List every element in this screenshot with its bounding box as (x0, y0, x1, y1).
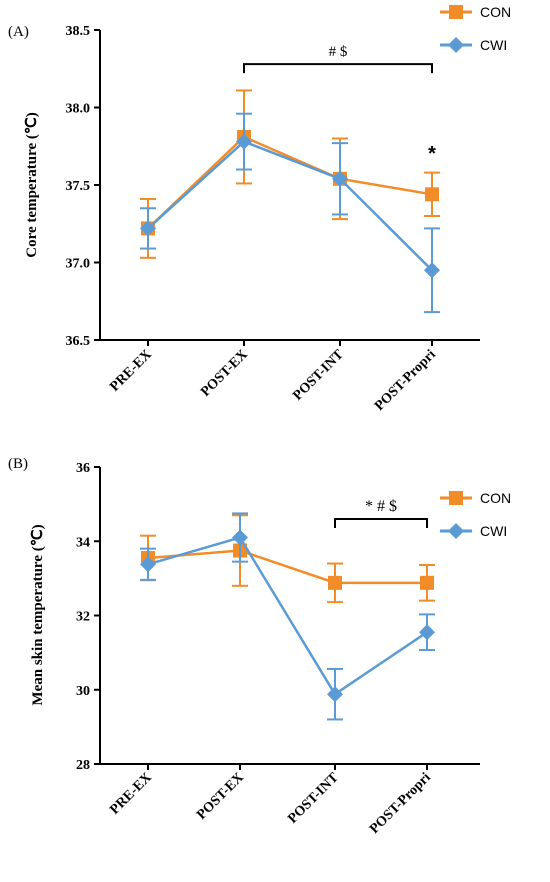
x-tick-label: POST-Propri (372, 347, 439, 414)
chart-panel-b: (B) 28 30 32 34 36 PRE-EX POST-EX POST-INT POST-P… (8, 456, 511, 837)
x-tick-label: POST-EX (194, 770, 247, 823)
y-tick-label: 37.5 (66, 179, 91, 194)
legend-label: CWI (480, 523, 507, 539)
data-point (425, 187, 439, 202)
series-line (147, 140, 433, 272)
data-point (236, 133, 252, 150)
y-tick-label: 37.0 (66, 257, 91, 272)
y-tick-label: 36 (76, 461, 90, 476)
y-tick-label: 34 (76, 535, 90, 550)
significance-label: * # $ (365, 498, 397, 515)
y-tick-label: 28 (76, 758, 90, 773)
data-point (424, 262, 440, 279)
legend-marker (448, 523, 464, 539)
data-point (140, 220, 156, 237)
series-line (147, 536, 428, 696)
legend-marker (449, 5, 463, 19)
x-tick-label: POST-Propri (367, 770, 434, 837)
data-point (420, 575, 434, 590)
significance-bracket (334, 517, 428, 528)
data-point (232, 529, 248, 546)
legend-label: CWI (480, 37, 507, 53)
y-tick-label: 38.0 (66, 102, 91, 117)
y-tick-label: 36.5 (66, 334, 91, 349)
y-axis-title: Core temperature (℃) (24, 112, 40, 257)
x-tick-label: POST-INT (290, 347, 347, 404)
y-axis-title: Mean skin temperature (℃) (30, 524, 46, 705)
significance-bracket (243, 63, 433, 74)
data-point (332, 170, 348, 187)
data-point (140, 556, 156, 573)
series-line (147, 135, 433, 230)
chart-panel-a: (A) 36.5 37.0 37.5 38.0 38.5 PRE-EX POST-EX POST… (8, 4, 511, 414)
series-con (140, 514, 435, 604)
data-point (327, 686, 343, 703)
legend-label: CON (480, 490, 511, 506)
x-tick-label: POST-INT (285, 770, 342, 827)
x-tick-label: POST-EX (198, 347, 251, 400)
significance-annotation: * (428, 143, 436, 165)
x-tick-label: PRE-EX (107, 347, 154, 394)
legend: CON CWI (440, 4, 511, 53)
series-cwi (140, 112, 440, 314)
significance-annotation: # $ (243, 44, 433, 74)
y-tick-label: 38.5 (66, 24, 91, 39)
data-point (328, 575, 342, 590)
significance-label: # $ (329, 44, 348, 60)
series-line (147, 549, 427, 585)
x-tick-label: PRE-EX (107, 770, 154, 817)
y-tick-label: 32 (76, 610, 90, 625)
series-cwi (140, 512, 435, 721)
significance-star: * (428, 143, 436, 165)
y-tick-label: 30 (76, 684, 90, 699)
legend: CON CWI (440, 490, 511, 539)
panel-letter: (A) (8, 24, 29, 40)
data-point (419, 624, 435, 641)
significance-annotation: * # $ (334, 498, 428, 528)
legend-label: CON (480, 4, 511, 20)
panel-letter: (B) (8, 456, 28, 472)
legend-marker (448, 37, 464, 53)
legend-marker (449, 491, 463, 505)
